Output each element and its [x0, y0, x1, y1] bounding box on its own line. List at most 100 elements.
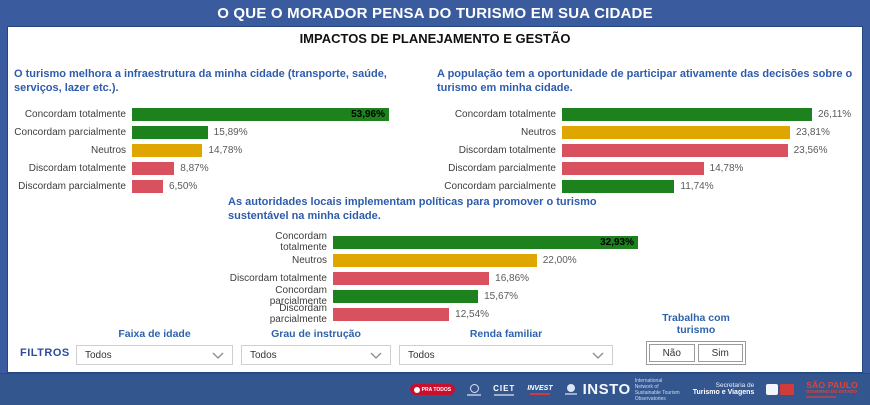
- bar-green[interactable]: [333, 289, 479, 303]
- value-label: 22,00%: [542, 254, 577, 266]
- filter-group-grau-instrucao: Grau de instrução Todos: [241, 328, 391, 365]
- bar-yellow[interactable]: [333, 253, 537, 267]
- nao-button[interactable]: Não: [649, 344, 695, 362]
- chevron-down-icon: [592, 346, 604, 364]
- chart-participacao: A população tem a oportunidade de partic…: [437, 67, 861, 198]
- bar-red[interactable]: [562, 143, 788, 157]
- insto-text: INSTO: [582, 381, 631, 398]
- pra-todos-icon: [413, 386, 420, 393]
- chart-title: As autoridades locais implementam políti…: [228, 196, 597, 223]
- bar-row: Discordam parcialmente 12,54%: [228, 303, 660, 325]
- bar-row: Discordam totalmente 23,56%: [437, 143, 861, 157]
- bar-row: Concordam totalmente 32,93%: [228, 231, 660, 253]
- filter-label: Trabalha com turismo: [662, 312, 730, 336]
- filters-section-label: FILTROS: [20, 347, 70, 359]
- category-label: Neutros: [90, 144, 126, 156]
- chart-title: A população tem a oportunidade de partic…: [437, 68, 853, 95]
- sp-flag-icon: [766, 384, 795, 395]
- value-label: 8,87%: [180, 162, 209, 174]
- value-label: 23,56%: [793, 144, 828, 156]
- invest-text: INVEST: [527, 384, 553, 392]
- value-label: 15,89%: [213, 126, 248, 138]
- category-label: Discordam parcialmente: [448, 162, 556, 174]
- chart-bars: Concordam totalmente 32,93% Neutros 22,00% D…: [228, 231, 660, 325]
- category-label: Discordam parcialmente: [18, 180, 126, 192]
- grau-instrucao-select[interactable]: Todos: [241, 345, 391, 365]
- bar-green[interactable]: [132, 125, 208, 139]
- bar-red[interactable]: [132, 161, 175, 175]
- bar-track: 15,67%: [333, 289, 638, 303]
- bar-track: 12,54%: [333, 307, 638, 321]
- bar-green[interactable]: 53,96%: [132, 107, 389, 121]
- category-label: Discordam totalmente: [458, 144, 556, 156]
- select-value: Todos: [408, 349, 435, 361]
- value-label: 23,81%: [795, 126, 830, 138]
- bar-track: 8,87%: [132, 161, 389, 175]
- bar-track: 53,96%: [132, 107, 389, 121]
- category-label: Neutros: [520, 126, 556, 138]
- category-label: Concordam parcialmente: [14, 126, 126, 138]
- insto-logo: INSTO International Network of Sustainab…: [564, 378, 681, 402]
- value-label: 14,78%: [208, 144, 243, 156]
- secretaria-turismo-logo: Secretaria de Turismo e Viagens: [692, 381, 755, 397]
- filter-group-faixa-idade: Faixa de idade Todos: [76, 328, 233, 365]
- bar-track: 26,11%: [562, 107, 851, 121]
- bar-red[interactable]: [333, 307, 450, 321]
- value-label: 6,50%: [168, 180, 198, 192]
- bar-track: 16,86%: [333, 271, 638, 285]
- un-tourism-icon: [564, 384, 577, 395]
- bar-track: 15,89%: [132, 125, 389, 139]
- bar-yellow[interactable]: [132, 143, 203, 157]
- bar-red[interactable]: [562, 161, 704, 175]
- bar-row: Neutros 22,00%: [228, 253, 660, 267]
- value-label: 12,54%: [455, 308, 490, 320]
- filter-group-trabalha-turismo: Trabalha com turismo Não Sim: [646, 312, 746, 365]
- value-label: 26,11%: [818, 108, 852, 120]
- header-bar: O QUE O MORADOR PENSA DO TURISMO EM SUA …: [0, 0, 870, 26]
- bar-track: 23,56%: [562, 143, 828, 157]
- page-title: O QUE O MORADOR PENSA DO TURISMO EM SUA …: [217, 4, 653, 22]
- value-label: 32,93%: [600, 236, 634, 248]
- bar-green[interactable]: [562, 107, 812, 121]
- bar-track: 32,93%: [333, 235, 638, 249]
- sao-paulo-governo-logo: SÃO PAULO GOVERNO DO ESTADO: [806, 380, 858, 398]
- footer-bar: PRA TODOS CIET INVEST INSTO Internationa…: [0, 373, 870, 405]
- value-label: 53,96%: [351, 108, 385, 120]
- chart-infraestrutura: O turismo melhora a infraestrutura da mi…: [14, 67, 426, 198]
- pra-todos-text: PRA TODOS: [421, 386, 452, 393]
- bar-green[interactable]: [562, 179, 675, 193]
- chart-bars: Concordam totalmente 53,96% Concordam parc…: [14, 107, 426, 193]
- filter-label: Faixa de idade: [118, 328, 191, 340]
- bar-row: Concordam parcialmente 11,74%: [437, 179, 861, 193]
- chart-title: O turismo melhora a infraestrutura da mi…: [14, 68, 387, 95]
- bar-red[interactable]: [132, 179, 163, 193]
- value-label: 11,74%: [680, 180, 714, 192]
- bar-green[interactable]: 32,93%: [333, 235, 638, 249]
- faixa-idade-select[interactable]: Todos: [76, 345, 233, 365]
- value-label: 15,67%: [484, 290, 519, 302]
- bar-track: 23,81%: [562, 125, 830, 139]
- bar-yellow[interactable]: [562, 125, 790, 139]
- content-panel: IMPACTOS DE PLANEJAMENTO E GESTÃO O turi…: [7, 26, 863, 373]
- chart-autoridades: As autoridades locais implementam políti…: [228, 195, 660, 326]
- bar-track: 14,78%: [132, 143, 389, 157]
- un-emblem-icon: [467, 383, 482, 396]
- bar-row: Discordam totalmente 8,87%: [14, 161, 426, 175]
- sim-button[interactable]: Sim: [697, 344, 743, 362]
- select-value: Todos: [85, 349, 112, 361]
- filter-group-renda-familiar: Renda familiar Todos: [399, 328, 613, 365]
- bar-row: Concordam parcialmente 15,67%: [228, 285, 660, 307]
- bar-row: Discordam totalmente 16,86%: [228, 271, 660, 285]
- category-label: Concordam parcialmente: [444, 180, 556, 192]
- bar-track: 6,50%: [132, 179, 389, 193]
- select-value: Todos: [250, 349, 277, 361]
- section-subtitle: IMPACTOS DE PLANEJAMENTO E GESTÃO: [299, 31, 571, 46]
- bar-red[interactable]: [333, 271, 490, 285]
- category-label: Discordam totalmente: [28, 162, 126, 174]
- ciet-logo: CIET: [493, 384, 515, 396]
- chart-bars: Concordam totalmente 26,11% Neutros 23,81% D…: [437, 107, 861, 193]
- renda-familiar-select[interactable]: Todos: [399, 345, 613, 365]
- bar-row: Discordam parcialmente 14,78%: [437, 161, 861, 175]
- filters-bar: FILTROS Faixa de idade Todos Grau de ins…: [12, 312, 858, 367]
